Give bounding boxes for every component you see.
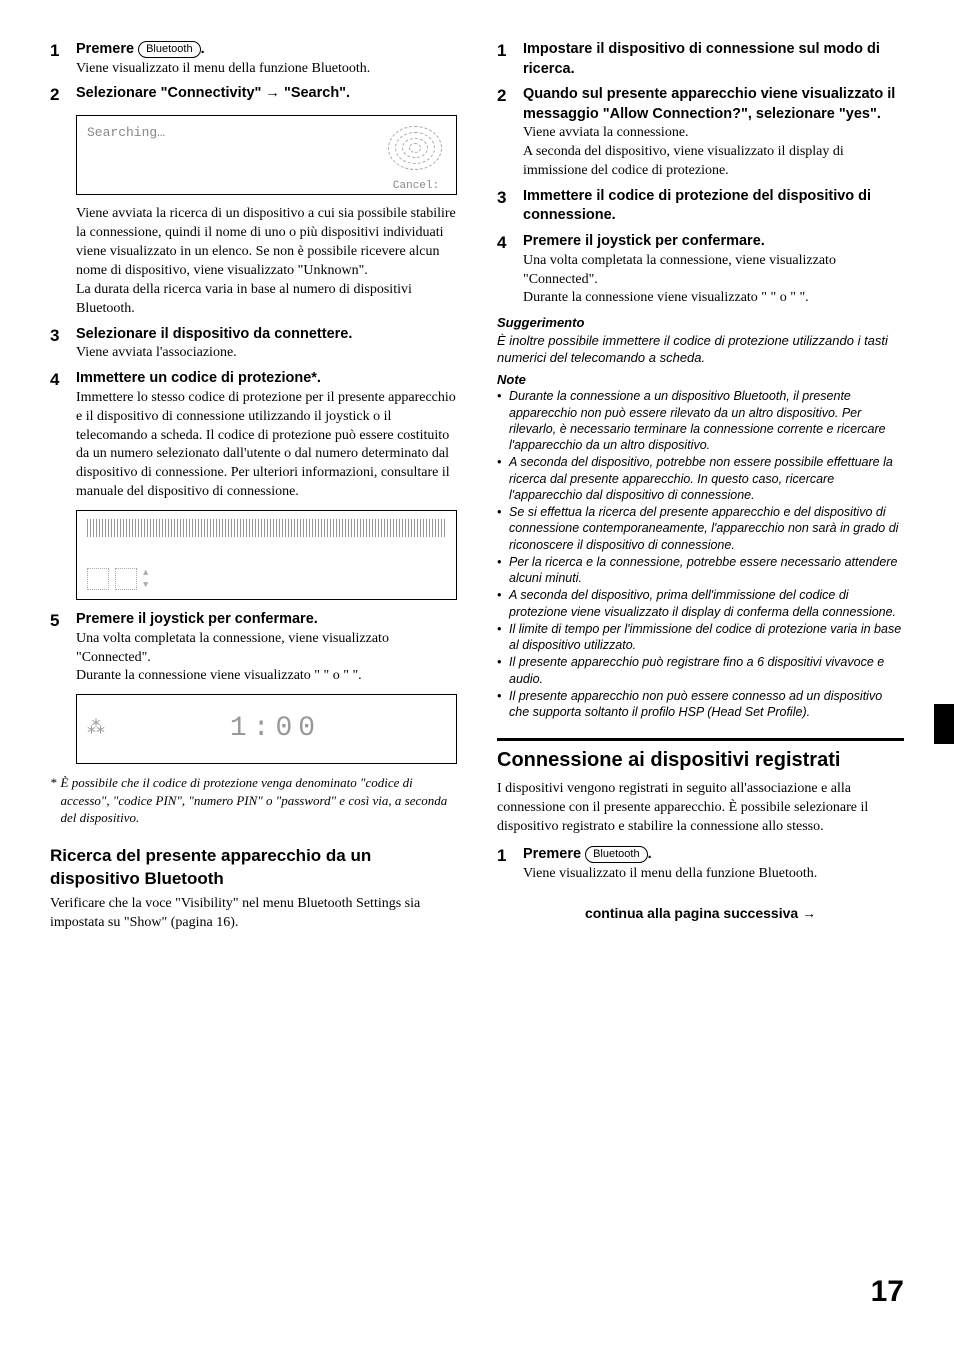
rr-step1-text: Viene visualizzato il menu della funzion… (523, 865, 904, 884)
step4-text: Immettere lo stesso codice di protezione… (76, 389, 457, 502)
step5-text1: Una volta completata la connessione, vie… (76, 630, 457, 668)
step-number: 2 (50, 84, 66, 107)
step2-title: Selezionare "Connectivity" → "Search". (76, 84, 457, 104)
section-divider (497, 738, 904, 741)
note-list: Durante la connessione a un dispositivo … (497, 388, 904, 720)
step-number: 4 (50, 369, 66, 502)
step-number: 3 (497, 187, 513, 226)
step-number: 1 (497, 845, 513, 883)
step2-para2: La durata della ricerca varia in base al… (76, 281, 457, 319)
clock-display: ⁂ 1:00 (76, 694, 457, 764)
rr-step1-title: Premere Bluetooth. (523, 845, 904, 865)
radar-graphic: Cancel: (386, 124, 446, 194)
searching-display: Searching… Cancel: (76, 115, 457, 195)
rstep2-text1: Viene avviata la connessione. (523, 124, 904, 143)
step1-text: Viene visualizzato il menu della funzion… (76, 60, 457, 79)
note-item: Durante la connessione a un dispositivo … (497, 388, 904, 453)
kb-char (115, 568, 137, 590)
continue-text: continua alla pagina successiva → (497, 904, 904, 923)
passkey-bar (87, 519, 446, 537)
bluetooth-button-label: Bluetooth (585, 846, 647, 863)
step1-title: Premere Bluetooth. (76, 40, 457, 60)
rstep1-title: Impostare il dispositivo di connessione … (523, 40, 904, 79)
note-item: Il presente apparecchio può registrare f… (497, 654, 904, 687)
step-number: 1 (497, 40, 513, 79)
step-number: 3 (50, 325, 66, 363)
major-intro: I dispositivi vengono registrati in segu… (497, 780, 904, 837)
step-number: 5 (50, 610, 66, 686)
note-item: Per la ricerca e la connessione, potrebb… (497, 554, 904, 587)
step5-title: Premere il joystick per confermare. (76, 610, 457, 630)
rr-step1-post: . (648, 846, 652, 862)
bluetooth-button-label: Bluetooth (138, 41, 200, 58)
rstep4-text1: Una volta completata la connessione, vie… (523, 252, 904, 290)
major-section-title: Connessione ai dispositivi registrati (497, 747, 904, 774)
rr-step1-pre: Premere (523, 846, 585, 862)
footnote-text: È possibile che il codice di protezione … (61, 774, 458, 827)
step3-title: Selezionare il dispositivo da connettere… (76, 325, 457, 345)
edge-tab (934, 704, 954, 744)
rstep3-title: Immettere il codice di protezione del di… (523, 187, 904, 226)
section-title: Ricerca del presente apparecchio da un d… (50, 845, 457, 891)
step5-text2: Durante la connessione viene visualizzat… (76, 667, 457, 686)
rstep4-text2: Durante la connessione viene visualizzat… (523, 289, 904, 308)
footnote: * È possibile che il codice di protezion… (50, 774, 457, 827)
kb-arrows: ▲▼ (143, 567, 148, 591)
note-item: A seconda del dispositivo, potrebbe non … (497, 454, 904, 503)
step4-title: Immettere un codice di protezione*. (76, 369, 457, 389)
cancel-label: Cancel: (393, 179, 439, 194)
step1-post: . (201, 41, 205, 57)
note-item: Se si effettua la ricerca del presente a… (497, 504, 904, 553)
note-item: Il limite di tempo per l'immissione del … (497, 621, 904, 654)
rstep2-text2: A seconda del dispositivo, viene visuali… (523, 143, 904, 181)
note-heading: Note (497, 371, 904, 389)
step-number: 4 (497, 232, 513, 308)
step-number: 2 (497, 85, 513, 181)
section-intro: Verificare che la voce "Visibility" nel … (50, 895, 457, 933)
bluetooth-icon: ⁂ (87, 717, 105, 741)
step3-text: Viene avviata l'associazione. (76, 344, 457, 363)
page-number: 17 (871, 1272, 904, 1313)
rstep4-title: Premere il joystick per confermare. (523, 232, 904, 252)
step-number: 1 (50, 40, 66, 78)
tip-body: È inoltre possibile immettere il codice … (497, 332, 904, 367)
tip-heading: Suggerimento (497, 314, 904, 332)
note-item: Il presente apparecchio non può essere c… (497, 688, 904, 721)
rstep2-title: Quando sul presente apparecchio viene vi… (523, 85, 904, 124)
kb-char (87, 568, 109, 590)
step2-para1: Viene avviata la ricerca di un dispositi… (76, 205, 457, 281)
spacer (50, 205, 66, 318)
footnote-mark: * (50, 774, 57, 827)
searching-text: Searching… (87, 124, 165, 142)
clock-time: 1:00 (105, 710, 446, 748)
step1-pre: Premere (76, 41, 138, 57)
note-item: A seconda del dispositivo, prima dell'im… (497, 587, 904, 620)
passkey-display: ▲▼ (76, 510, 457, 600)
